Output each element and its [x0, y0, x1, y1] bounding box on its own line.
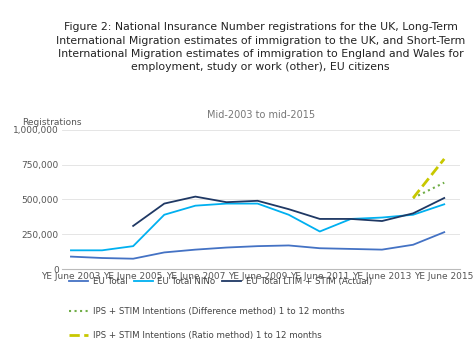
EU Total	[255, 244, 260, 248]
EU Total LTIM + STIM (Actual)	[255, 199, 260, 203]
Text: Figure 2: National Insurance Number registrations for the UK, Long-Term
Internat: Figure 2: National Insurance Number regi…	[56, 22, 465, 72]
EU Total LTIM + STIM (Actual)	[410, 211, 416, 215]
EU Total NINo	[99, 248, 105, 252]
EU Total LTIM + STIM (Actual)	[348, 217, 354, 221]
EU Total NINo	[410, 213, 416, 217]
EU Total NINo	[192, 204, 198, 208]
IPS + STIM Intentions (Ratio method) 1 to 12 months	[441, 157, 447, 161]
Line: IPS + STIM Intentions (Ratio method) 1 to 12 months: IPS + STIM Intentions (Ratio method) 1 t…	[413, 159, 444, 198]
EU Total	[192, 247, 198, 252]
EU Total NINo	[162, 213, 167, 217]
EU Total NINo	[255, 202, 260, 206]
EU Total NINo	[348, 217, 354, 221]
IPS + STIM Intentions (Ratio method) 1 to 12 months	[410, 196, 416, 200]
EU Total	[224, 245, 229, 250]
Line: EU Total LTIM + STIM (Actual): EU Total LTIM + STIM (Actual)	[133, 197, 444, 226]
EU Total LTIM + STIM (Actual)	[317, 217, 323, 221]
EU Total NINo	[224, 202, 229, 206]
IPS + STIM Intentions (Difference method) 1 to 12 months	[410, 196, 416, 200]
Line: IPS + STIM Intentions (Difference method) 1 to 12 months: IPS + STIM Intentions (Difference method…	[413, 183, 444, 198]
EU Total LTIM + STIM (Actual)	[441, 196, 447, 200]
Text: Registrations: Registrations	[22, 118, 82, 127]
EU Total LTIM + STIM (Actual)	[162, 202, 167, 206]
EU Total	[130, 257, 136, 261]
EU Total NINo	[379, 216, 385, 220]
Line: EU Total: EU Total	[71, 232, 444, 259]
Legend: IPS + STIM Intentions (Ratio method) 1 to 12 months: IPS + STIM Intentions (Ratio method) 1 t…	[66, 328, 325, 339]
EU Total NINo	[317, 230, 323, 234]
Line: EU Total NINo: EU Total NINo	[71, 204, 444, 250]
EU Total	[317, 246, 323, 250]
EU Total	[286, 243, 292, 247]
EU Total NINo	[441, 202, 447, 206]
EU Total NINo	[68, 248, 74, 252]
EU Total	[99, 256, 105, 260]
EU Total NINo	[286, 213, 292, 217]
EU Total	[441, 230, 447, 234]
EU Total	[410, 243, 416, 247]
EU Total LTIM + STIM (Actual)	[286, 207, 292, 211]
IPS + STIM Intentions (Difference method) 1 to 12 months	[441, 181, 447, 185]
EU Total	[379, 247, 385, 252]
EU Total	[68, 255, 74, 259]
EU Total	[348, 247, 354, 251]
EU Total LTIM + STIM (Actual)	[224, 200, 229, 204]
Text: Mid-2003 to mid-2015: Mid-2003 to mid-2015	[207, 109, 315, 120]
EU Total LTIM + STIM (Actual)	[379, 219, 385, 223]
EU Total NINo	[130, 244, 136, 248]
EU Total LTIM + STIM (Actual)	[130, 224, 136, 228]
EU Total LTIM + STIM (Actual)	[192, 195, 198, 199]
EU Total	[162, 251, 167, 255]
